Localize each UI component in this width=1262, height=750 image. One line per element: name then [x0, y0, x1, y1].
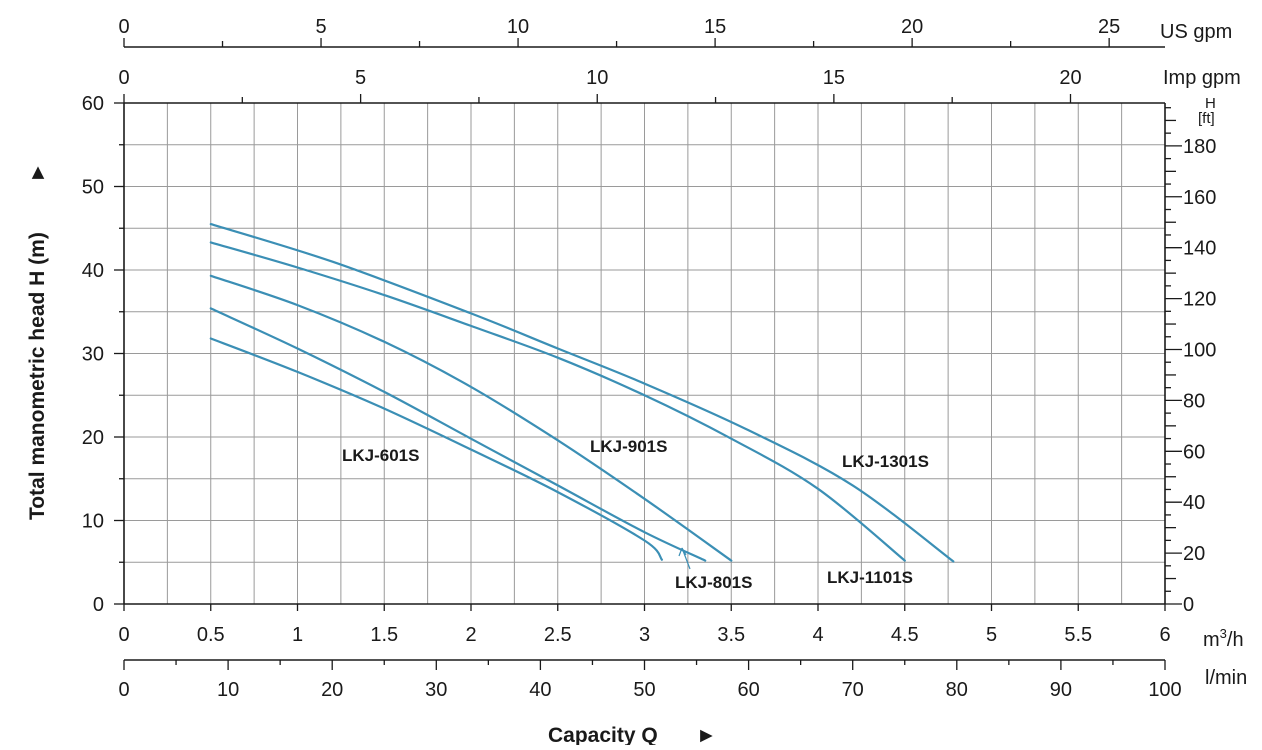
- lmin-tick-label: 40: [529, 679, 551, 701]
- y-axis-title-arrow: ►: [26, 162, 49, 183]
- x-tick-label: 0: [118, 624, 129, 646]
- y-tick-label: 0: [93, 594, 104, 616]
- x-tick-label: 2.5: [544, 624, 572, 646]
- ft-tick-label: 160: [1183, 187, 1216, 209]
- y-tick-label: 20: [82, 427, 104, 449]
- x-tick-label: 3.5: [717, 624, 745, 646]
- lmin-tick-label: 10: [217, 679, 239, 701]
- imp-tick-label: 20: [1059, 67, 1081, 89]
- imp-tick-label: 10: [586, 67, 608, 89]
- x-tick-label: 4.5: [891, 624, 919, 646]
- us-tick-label: 25: [1098, 16, 1120, 38]
- lmin-tick-label: 0: [118, 679, 129, 701]
- us-tick-label: 10: [507, 16, 529, 38]
- us-tick-label: 0: [118, 16, 129, 38]
- x-tick-label: 2: [465, 624, 476, 646]
- ft-tick-label: 180: [1183, 136, 1216, 158]
- ticks: [114, 38, 1182, 670]
- imp-tick-label: 15: [823, 67, 845, 89]
- lmin-tick-label: 70: [842, 679, 864, 701]
- x-tick-label: 3: [639, 624, 650, 646]
- y-tick-label: 10: [82, 511, 104, 533]
- unit-us-gpm: US gpm: [1160, 21, 1232, 43]
- x-axis-title-arrow: ►: [696, 724, 717, 745]
- tick-labels: 0 0.5 1 1.5 2 2.5 3 3.5 4 4.5 5 5.5 60 10 20 30 40 50 60 70…: [82, 16, 1217, 701]
- series-label-lkj-1101s: LKJ-1101S: [827, 568, 913, 587]
- ft-tick-label: 100: [1183, 339, 1216, 361]
- unit-ft-brackets: [ft]: [1198, 110, 1215, 127]
- lmin-tick-label: 80: [946, 679, 968, 701]
- series-label-lkj-901s: LKJ-901S: [590, 437, 667, 456]
- ft-tick-label: 20: [1183, 543, 1205, 565]
- x-tick-label: 5.5: [1064, 624, 1092, 646]
- ft-tick-label: 40: [1183, 492, 1205, 514]
- ft-tick-label: 0: [1183, 594, 1194, 616]
- curve-lkj-901s: [209, 274, 733, 562]
- curve-lkj-1101s: [209, 241, 906, 562]
- x-tick-label: 1.5: [370, 624, 398, 646]
- unit-m3h-base: m: [1203, 629, 1220, 651]
- lmin-tick-label: 90: [1050, 679, 1072, 701]
- unit-lmin: l/min: [1205, 667, 1247, 689]
- curve-lkj-1301s: [209, 223, 955, 563]
- y-tick-label: 50: [82, 177, 104, 199]
- imp-tick-label: 0: [118, 67, 129, 89]
- curve-lkj-801s: [209, 307, 707, 562]
- ft-tick-label: 140: [1183, 238, 1216, 260]
- y-tick-label: 30: [82, 344, 104, 366]
- imp-tick-label: 5: [355, 67, 366, 89]
- y-tick-label: 60: [82, 93, 104, 115]
- us-tick-label: 5: [315, 16, 326, 38]
- y-tick-label: 40: [82, 260, 104, 282]
- series-label-lkj-1301s: LKJ-1301S: [842, 452, 929, 471]
- leader-arrow-lkj-801s: [678, 547, 687, 557]
- us-tick-label: 20: [901, 16, 923, 38]
- x-tick-label: 5: [986, 624, 997, 646]
- unit-m3h: m3/h: [1203, 626, 1244, 651]
- y-axis-title-group: Total manometric head H (m) ►: [26, 162, 49, 520]
- lmin-tick-label: 20: [321, 679, 343, 701]
- x-tick-label: 4: [812, 624, 823, 646]
- us-tick-label: 15: [704, 16, 726, 38]
- y-axis-title: Total manometric head H (m): [26, 232, 49, 520]
- lmin-tick-label: 60: [737, 679, 759, 701]
- x-tick-label: 1: [292, 624, 303, 646]
- lmin-tick-label: 100: [1148, 679, 1181, 701]
- unit-ft-h: H: [1205, 95, 1216, 112]
- series-label-lkj-801s: LKJ-801S: [675, 573, 752, 592]
- ft-tick-label: 80: [1183, 390, 1205, 412]
- grid: [124, 103, 1165, 604]
- x-tick-label: 6: [1159, 624, 1170, 646]
- lmin-tick-label: 30: [425, 679, 447, 701]
- ft-tick-label: 120: [1183, 289, 1216, 311]
- unit-imp-gpm: Imp gpm: [1163, 67, 1241, 89]
- ft-tick-label: 60: [1183, 441, 1205, 463]
- curve-lkj-601s: [209, 337, 663, 561]
- unit-m3h-sup: 3: [1220, 626, 1227, 641]
- unit-m3h-tail: /h: [1227, 629, 1244, 651]
- series-label-lkj-601s: LKJ-601S: [342, 446, 419, 465]
- lmin-tick-label: 50: [633, 679, 655, 701]
- x-axis-title: Capacity Q: [548, 724, 658, 745]
- x-tick-label: 0.5: [197, 624, 225, 646]
- series-curves: LKJ-601S LKJ-801S LKJ-901S LKJ-1101S LKJ-130…: [209, 223, 955, 592]
